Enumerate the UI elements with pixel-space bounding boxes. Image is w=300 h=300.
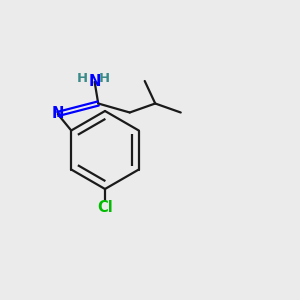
Text: H: H	[76, 72, 88, 85]
Text: H: H	[99, 72, 110, 85]
Text: N: N	[52, 106, 64, 122]
Text: Cl: Cl	[97, 200, 113, 215]
Text: N: N	[88, 74, 101, 89]
